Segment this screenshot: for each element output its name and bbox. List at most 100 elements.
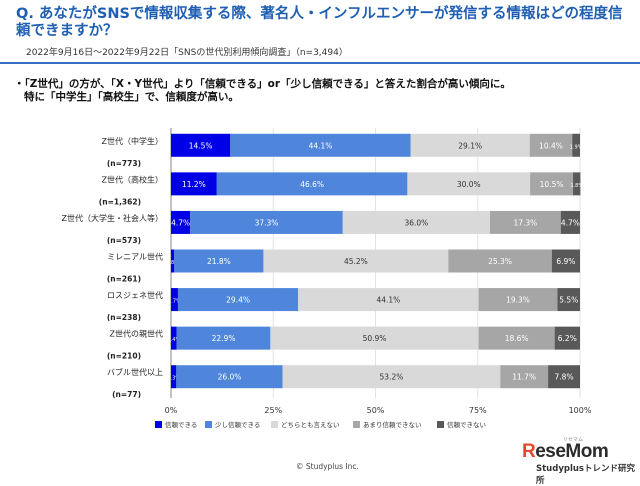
bar-segment <box>560 210 580 234</box>
question-title: Q. あなたがSNSで情報収集する際、著名人・インフルエンサーが発信する情報はど… <box>16 6 623 39</box>
data-label: 50.9% <box>363 334 387 343</box>
bar-segment <box>407 172 531 196</box>
bar-segment <box>171 133 231 157</box>
bar-segment <box>551 249 580 273</box>
bar-segment <box>573 172 581 196</box>
bar-segment <box>171 326 177 350</box>
data-label: 19.3% <box>506 296 530 305</box>
data-label: 1.3% <box>167 376 180 382</box>
legend-swatch <box>155 421 162 428</box>
data-label: 14.5% <box>189 141 213 150</box>
bar-segment <box>176 326 271 350</box>
bar-segment <box>270 326 479 350</box>
logo-text: eseMom <box>535 441 609 462</box>
bar-segment <box>171 249 175 273</box>
bar-segment <box>177 288 299 312</box>
category-label: Z世代（中学生） <box>102 136 163 146</box>
bar-segment <box>263 249 449 273</box>
data-label: 17.3% <box>513 218 537 227</box>
copyright: © Studyplus Inc. <box>296 462 359 471</box>
bar-segment <box>174 249 264 273</box>
bar-segment <box>557 288 580 312</box>
logo-furigana: リセマム <box>563 437 584 443</box>
bar-segment <box>171 365 177 389</box>
bar-segment <box>554 326 580 350</box>
bar-segment <box>176 365 283 389</box>
data-label: 0.8% <box>166 260 179 266</box>
bar-segment <box>548 365 580 389</box>
x-tick-label: 50% <box>367 406 385 415</box>
category-label: ロスジェネ世代 <box>107 290 163 300</box>
resemom-logo: ReseMom <box>522 441 609 462</box>
data-label: 4.7% <box>561 218 580 227</box>
data-label: 10.5% <box>540 180 564 189</box>
summary-line-1: ・「Z世代」の方が、「X・Y世代」より「信頼できる」or「少し信頼できる」と答え… <box>14 78 511 90</box>
survey-info: 2022年9月16日～2022年9月22日「SNSの世代別利用傾向調査」（n=3… <box>26 48 348 58</box>
legend-label: どちらとも言えない <box>281 420 340 429</box>
bar-segment <box>298 288 479 312</box>
bar-segment <box>190 210 343 234</box>
data-label: 36.0% <box>404 218 428 227</box>
data-label: 29.1% <box>458 141 482 150</box>
legend-swatch <box>271 421 278 428</box>
data-label: 6.9% <box>556 257 575 266</box>
legend-swatch <box>205 421 212 428</box>
data-label: 10.4% <box>539 141 563 150</box>
category-n-label: (n=773) <box>107 159 141 168</box>
bar-segment <box>490 210 561 234</box>
data-label: 4.7% <box>171 218 190 227</box>
summary-text: ・「Z世代」の方が、「X・Y世代」より「信頼できる」or「少し信頼できる」と答え… <box>14 78 624 104</box>
data-label: 1.4% <box>168 337 181 343</box>
legend-label: 信頼できない <box>447 420 486 429</box>
category-n-label: (n=573) <box>107 236 141 245</box>
bar-segment <box>530 172 574 196</box>
bar-segment <box>529 133 573 157</box>
legend-label: あまり信頼できない <box>363 420 422 429</box>
data-label: 6.2% <box>558 334 577 343</box>
bar-segment <box>342 210 491 234</box>
bar-segment <box>478 326 555 350</box>
bar-segment <box>572 133 580 157</box>
data-label: 26.0% <box>218 373 242 382</box>
bar-segment <box>478 288 558 312</box>
bar-segment <box>171 210 191 234</box>
data-label: 53.2% <box>380 373 404 382</box>
data-label: 37.3% <box>255 218 279 227</box>
x-tick-label: 25% <box>264 406 282 415</box>
x-tick-label: 75% <box>469 406 487 415</box>
data-label: 44.1% <box>309 141 333 150</box>
data-label: 11.2% <box>182 180 206 189</box>
category-label: Z世代（高校生） <box>102 174 163 184</box>
data-label: 1.7% <box>168 299 181 305</box>
bar-segment <box>282 365 501 389</box>
data-label: 29.4% <box>226 296 250 305</box>
data-label: 1.9% <box>570 144 583 150</box>
category-label: バブル世代以上 <box>107 367 163 377</box>
data-label: 18.6% <box>505 334 529 343</box>
header-divider <box>0 62 640 64</box>
category-n-label: (n=77) <box>112 390 141 399</box>
category-n-label: (n=1,362) <box>99 197 141 206</box>
data-label: 1.8% <box>570 183 583 189</box>
data-label: 45.2% <box>344 257 368 266</box>
data-label: 30.0% <box>457 180 481 189</box>
data-label: 46.6% <box>300 180 324 189</box>
x-tick-label: 0% <box>165 406 178 415</box>
bar-segment <box>230 133 411 157</box>
data-label: 5.5% <box>559 296 578 305</box>
x-tick-label: 100% <box>569 406 592 415</box>
legend-label: 少し信頼できる <box>215 420 260 429</box>
data-label: 7.8% <box>555 373 574 382</box>
category-n-label: (n=261) <box>107 275 141 284</box>
bar-segment <box>500 365 549 389</box>
bar-segment <box>410 133 530 157</box>
data-label: 21.8% <box>207 257 231 266</box>
category-label: ミレニアル世代 <box>107 252 163 262</box>
bar-segment <box>171 172 217 196</box>
data-label: 22.9% <box>212 334 236 343</box>
bar-segment <box>216 172 408 196</box>
bar-segment <box>171 288 178 312</box>
legend-swatch <box>437 421 444 428</box>
data-label: 11.7% <box>512 373 536 382</box>
